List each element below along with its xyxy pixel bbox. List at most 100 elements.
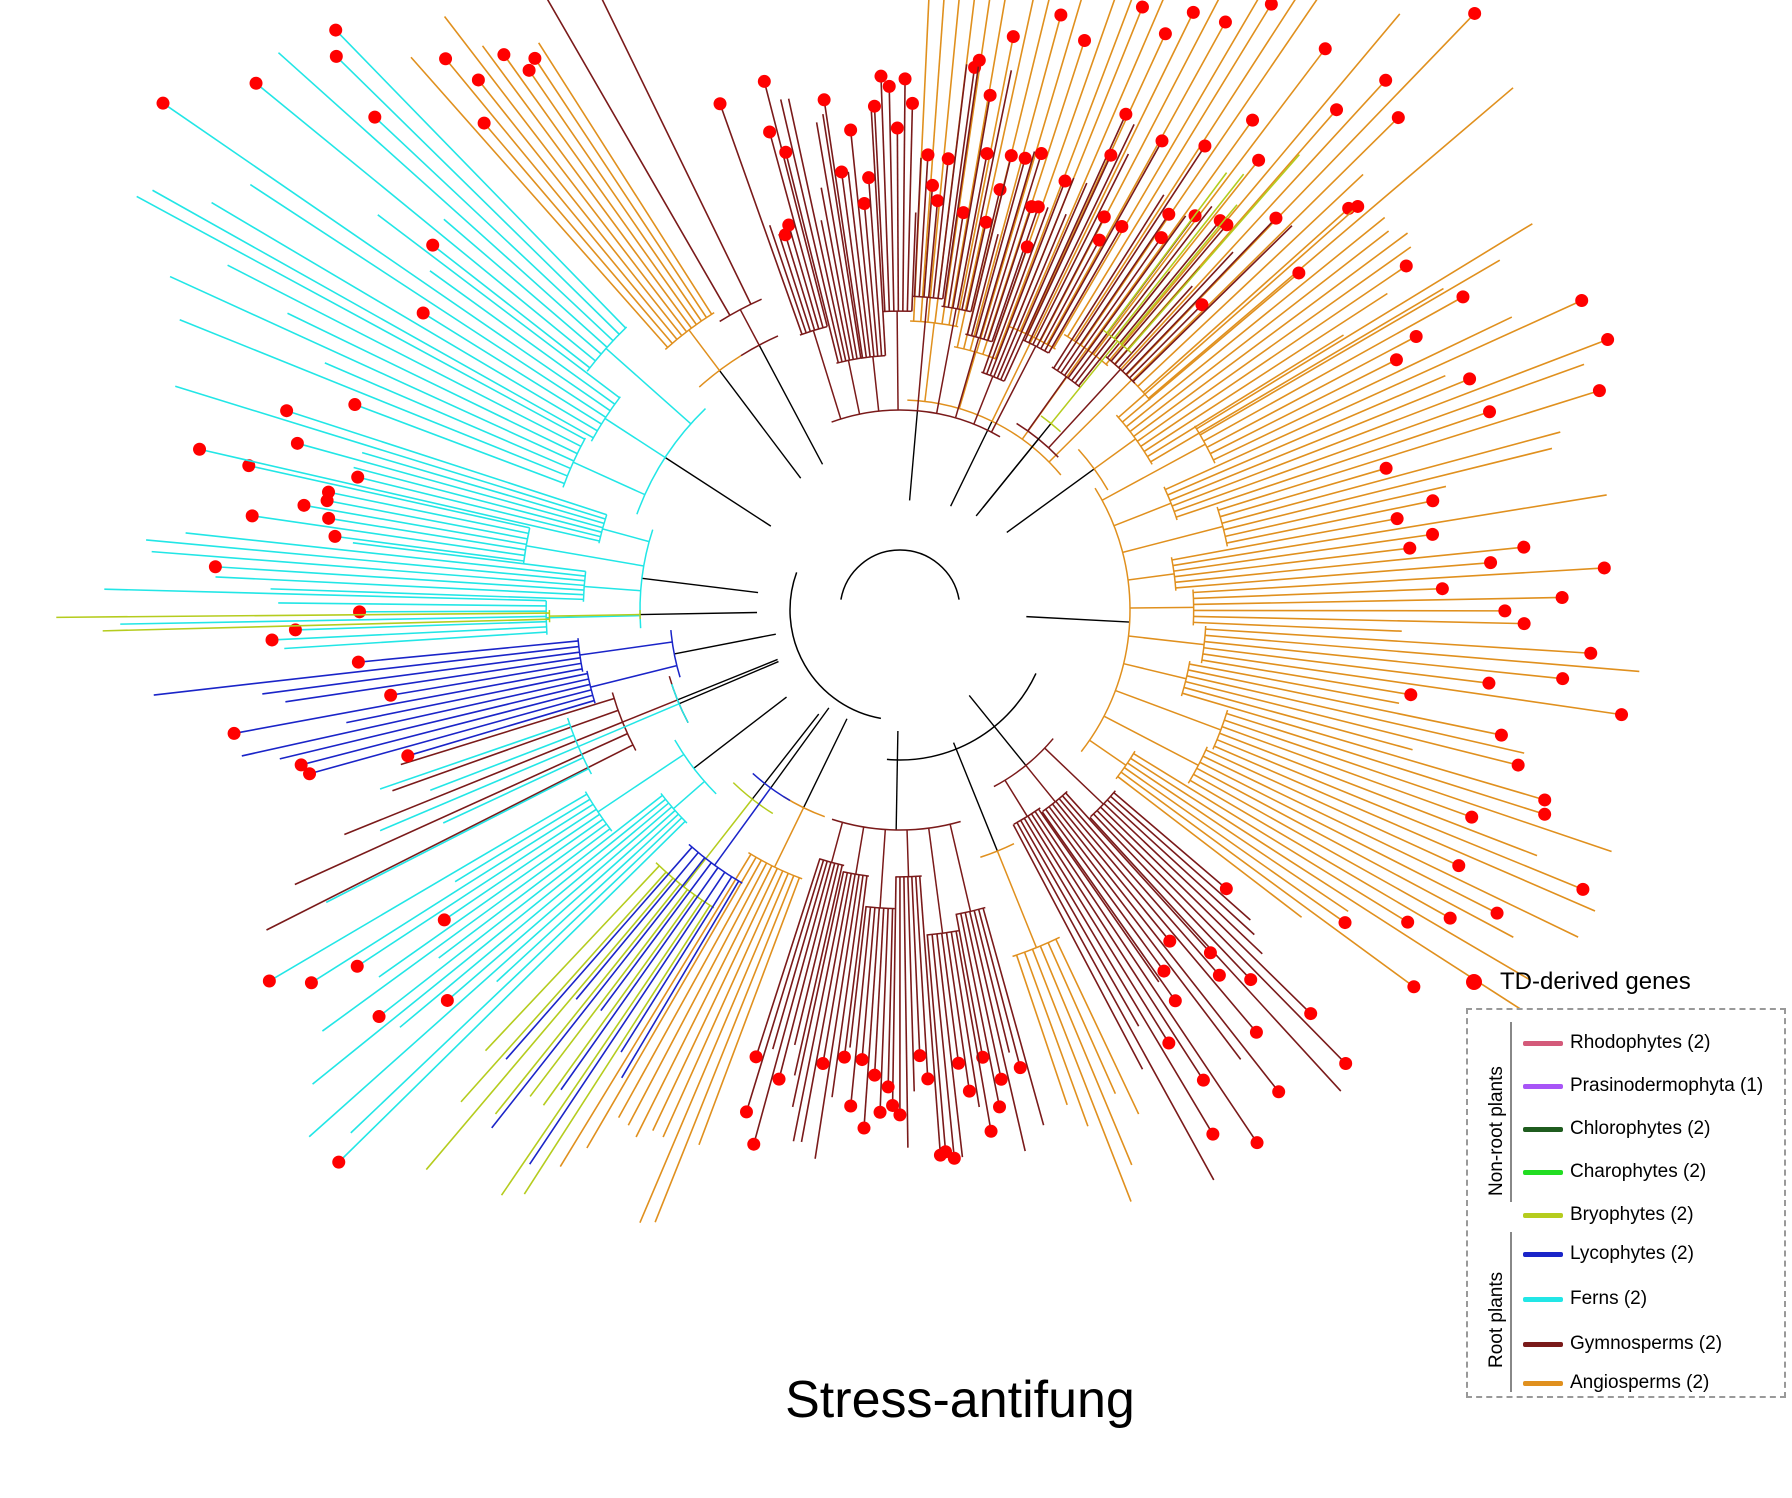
leaf-branch — [438, 828, 611, 959]
td-gene-marker — [1443, 911, 1457, 925]
td-gene-marker — [297, 498, 311, 512]
leaf-branch — [927, 0, 960, 323]
td-gene-marker — [1465, 810, 1479, 824]
internal-branch — [1048, 368, 1122, 449]
internal-branch — [954, 337, 980, 419]
clade-arc — [1040, 415, 1062, 433]
leaf-branch — [1174, 547, 1410, 578]
td-gene-marker — [941, 152, 955, 166]
leaf-branch — [1026, 33, 1167, 335]
td-gene-marker — [1034, 147, 1048, 161]
td-gene-marker — [905, 96, 919, 110]
td-gene-marker — [857, 1121, 871, 1135]
leaf-branch — [1216, 738, 1584, 891]
subclade-arc — [1187, 746, 1208, 784]
leaf-branch — [880, 76, 891, 312]
td-gene-marker — [249, 76, 263, 90]
leaf-branch — [784, 152, 840, 363]
internal-branch — [996, 850, 1038, 948]
legend-item-angiosperms: Angiosperms (2) — [1523, 1372, 1709, 1394]
td-gene-marker — [855, 1053, 869, 1067]
leaf-branch — [698, 877, 801, 1146]
td-gene-marker — [1092, 233, 1106, 247]
subclade-arc — [1090, 790, 1116, 818]
leaf-branch — [529, 889, 689, 1097]
td-marker-icon — [1466, 974, 1482, 990]
subclade-arc — [586, 670, 596, 704]
leaf-branch — [974, 158, 1026, 337]
leaf-branch — [936, 933, 964, 1158]
leaf-branch — [1121, 251, 1234, 372]
leaf-branch — [241, 678, 589, 757]
leaf-branch — [1202, 755, 1579, 938]
subclade-arc — [1009, 326, 1056, 350]
leaf-branch — [312, 798, 667, 1085]
leaf-branch — [400, 697, 615, 766]
leaf-branch — [1193, 773, 1451, 919]
legend-label: Charophytes (2) — [1570, 1161, 1707, 1182]
leaf-branch — [1039, 945, 1133, 1166]
td-gene-marker — [972, 53, 986, 67]
leaf-branch — [1037, 808, 1160, 983]
legend-label: Ferns (2) — [1570, 1288, 1648, 1309]
leaf-branch — [429, 270, 616, 405]
leaf-branch — [146, 539, 585, 582]
internal-branch — [602, 528, 650, 543]
leaf-branch — [1105, 13, 1401, 365]
leaf-branch — [1120, 204, 1238, 345]
td-gene-marker — [1494, 728, 1508, 742]
leaf-branch — [328, 517, 526, 551]
internal-branch — [1044, 747, 1104, 805]
leaf-branch — [346, 672, 588, 724]
leaf-branch — [961, 70, 1013, 310]
td-gene-marker — [1212, 968, 1226, 982]
leaf-branch — [359, 610, 547, 613]
td-gene-marker — [739, 1105, 753, 1119]
td-gene-marker — [1463, 372, 1477, 386]
leaf-branch — [911, 876, 921, 1056]
leaf-branch — [800, 873, 852, 1143]
leaf-branch — [102, 618, 550, 632]
clade-arc — [831, 818, 961, 831]
subclade-arc — [545, 600, 548, 635]
leaf-branch — [528, 69, 703, 322]
internal-branch — [549, 613, 641, 617]
internal-branch — [908, 410, 919, 501]
leaf-branch — [266, 744, 634, 931]
leaf-branch — [1129, 230, 1390, 433]
td-gene-marker — [782, 218, 796, 232]
legend-item-rhodophytes: Rhodophytes (2) — [1523, 1032, 1710, 1054]
leaf-branch — [719, 103, 803, 335]
td-gene-marker — [1078, 34, 1092, 48]
leaf-branch — [1140, 265, 1407, 447]
td-gene-marker — [1483, 405, 1497, 419]
td-gene-marker — [1391, 111, 1405, 125]
leaf-branch — [297, 442, 603, 529]
leaf-branch — [277, 52, 608, 348]
leaf-branch — [262, 651, 580, 695]
td-gene-marker — [1435, 582, 1449, 596]
internal-branch — [1123, 662, 1187, 680]
leaf-branch — [500, 899, 703, 1196]
leaf-branch — [252, 515, 525, 557]
td-gene-marker — [290, 436, 304, 450]
leaf-branch — [1171, 338, 1608, 507]
leaf-branch — [831, 875, 864, 1098]
td-gene-marker — [993, 1100, 1007, 1114]
internal-branch — [935, 308, 957, 414]
leaf-branch — [1036, 216, 1106, 347]
td-gene-marker — [763, 125, 777, 139]
subclade-arc — [842, 871, 869, 877]
leaf-branch — [847, 171, 871, 358]
internal-branch — [641, 577, 759, 594]
internal-branch — [773, 807, 805, 868]
subclade-arc — [522, 527, 531, 564]
leaf-branch — [378, 818, 604, 978]
subclade-arc — [1200, 625, 1207, 664]
non-root-bracket — [1510, 1022, 1512, 1202]
bryophytes-swatch — [1523, 1212, 1563, 1218]
leaf-branch — [987, 206, 1033, 341]
leaf-branch — [861, 907, 876, 1060]
leaf-branch — [763, 81, 829, 327]
